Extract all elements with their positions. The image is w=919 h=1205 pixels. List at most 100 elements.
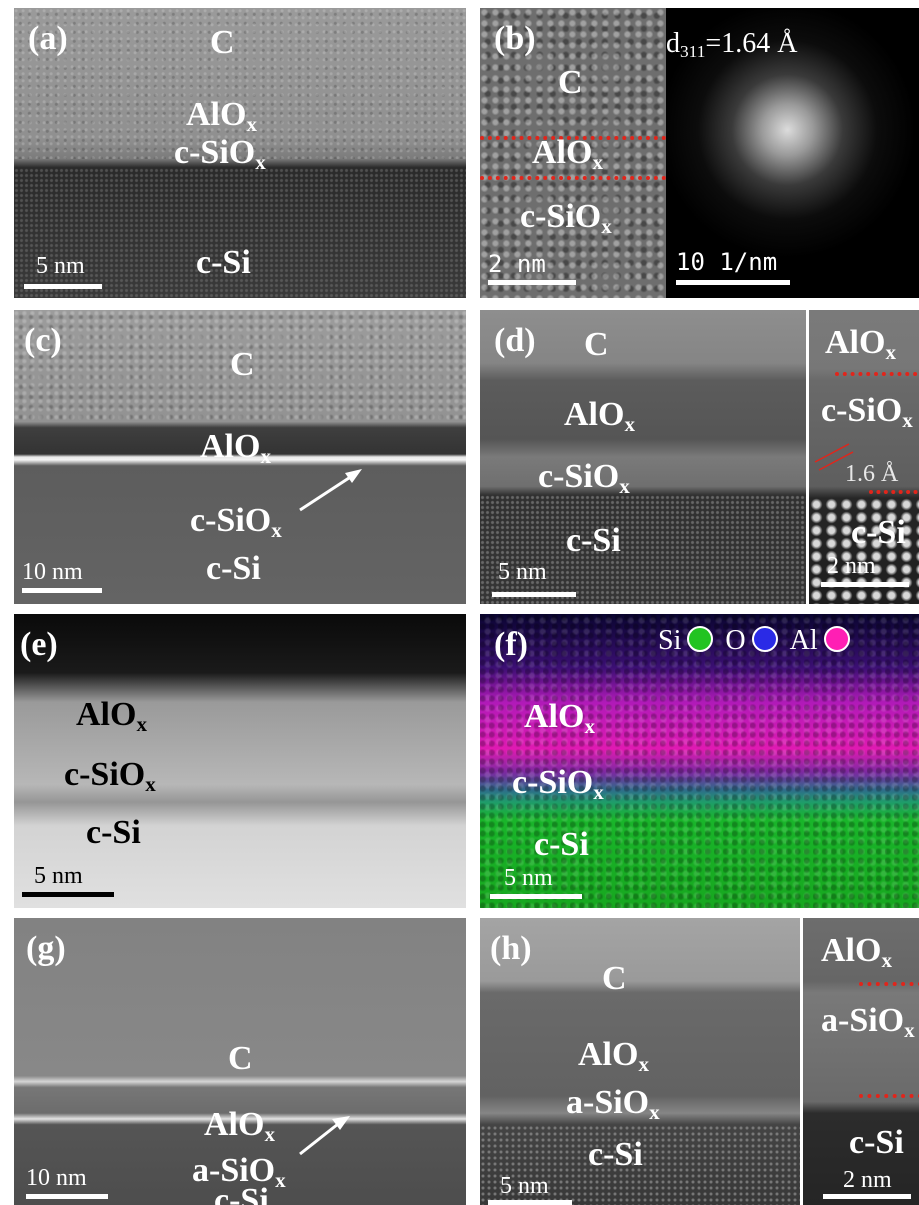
panel-b-layer-alox: AlOx	[532, 134, 603, 174]
panel-e-tag: (e)	[20, 626, 58, 663]
panel-h-inset-layer-alox: AlOx	[821, 932, 892, 972]
panel-h-inset-interface-lower	[859, 1094, 919, 1098]
panel-d-layer-c: C	[584, 326, 609, 363]
panel-f-noise	[480, 614, 919, 908]
panel-f-scale-bar	[490, 894, 582, 899]
panel-a-layer-c: C	[210, 24, 235, 61]
panel-b-d-spacing: d311=1.64 Å	[666, 28, 798, 61]
panel-g-layer-alox: AlOx	[204, 1106, 275, 1146]
panel-c: (c) C AlOx c-SiOx c-Si 10 nm	[14, 310, 466, 604]
panel-a-scale-bar	[24, 284, 102, 289]
legend-al-label: Al	[789, 625, 818, 656]
panel-d-inset-scale-label: 2 nm	[827, 553, 876, 579]
panel-h-layer-alox: AlOx	[578, 1036, 649, 1076]
panel-d-inset-interface-upper	[835, 372, 919, 376]
panel-a: (a) C AlOx c-SiOx c-Si 5 nm	[14, 8, 466, 298]
panel-d-layer-csiox: c-SiOx	[538, 458, 630, 498]
panel-b-scale-right-bar	[676, 280, 790, 285]
panel-d-inset-layer-csiox: c-SiOx	[821, 392, 913, 432]
panel-d-inset-scale-bar	[821, 582, 909, 587]
panel-g-layer-csi: c-Si	[214, 1182, 269, 1205]
panel-b-interface-upper	[480, 136, 666, 140]
panel-e-layer-csiox: c-SiOx	[64, 756, 156, 796]
legend-si-swatch	[687, 626, 714, 652]
panel-h-tag: (h)	[490, 930, 532, 967]
panel-b-tag: (b)	[494, 20, 536, 57]
panel-d-tag: (d)	[494, 322, 536, 359]
panel-e: (e) AlOx c-SiOx c-Si 5 nm	[14, 614, 466, 908]
panel-d-scale-label: 5 nm	[498, 559, 547, 585]
panel-h-inset-layer-asiox: a-SiOx	[821, 1002, 915, 1042]
panel-c-scale-label: 10 nm	[22, 559, 83, 585]
panel-g-arrow	[299, 1116, 350, 1156]
panel-c-arrow	[299, 469, 362, 512]
panel-h-inset-interface-upper	[859, 982, 919, 986]
panel-g-scale-label: 10 nm	[26, 1165, 87, 1191]
panel-d-inset-layer-csi: c-Si	[851, 514, 906, 551]
panel-h-inset-scale-bar	[823, 1194, 911, 1199]
panel-d-inset-lattice-lines	[814, 443, 854, 471]
panel-g-scale-bar	[26, 1194, 108, 1199]
panel-g-layer-c: C	[228, 1040, 253, 1077]
panel-b-interface-lower	[480, 176, 666, 180]
panel-d: (d) C AlOx c-SiOx c-Si 5 nm AlOx c-SiOx …	[480, 310, 919, 604]
panel-f: (f) Si O Al AlOx c-SiOx c-Si 5 nm	[480, 614, 919, 908]
panel-h-scale-label: 5 nm	[500, 1173, 549, 1199]
panel-h-layer-csi: c-Si	[588, 1136, 643, 1173]
panel-d-inset: AlOx c-SiOx 1.6 Å c-Si 2 nm	[806, 310, 919, 604]
panel-e-layer-csi: c-Si	[86, 814, 141, 851]
panel-f-tag: (f)	[494, 626, 528, 663]
panel-h-inset-scale-label: 2 nm	[843, 1167, 892, 1193]
panel-a-texture	[14, 8, 466, 159]
panel-c-layer-alox: AlOx	[200, 428, 271, 468]
legend-o-swatch	[751, 626, 778, 652]
panel-e-scale-bar	[22, 892, 114, 897]
panel-e-layer-alox: AlOx	[76, 696, 147, 736]
panel-b-layer-c: C	[558, 64, 583, 101]
panel-h-inset: AlOx a-SiOx c-Si 2 nm	[800, 918, 919, 1205]
panel-h-scale-bar	[488, 1200, 572, 1205]
panel-f-layer-alox: AlOx	[524, 698, 595, 738]
panel-a-layer-alox: AlOx	[186, 96, 257, 136]
panel-d-layer-alox: AlOx	[564, 396, 635, 436]
panel-g-layer-asiox: a-SiOx	[192, 1152, 286, 1192]
panel-h: (h) C AlOx a-SiOx c-Si 5 nm AlOx a-SiOx …	[480, 918, 919, 1205]
panel-h-inset-layer-csi: c-Si	[849, 1124, 904, 1161]
legend-si-label: Si	[658, 625, 682, 656]
panel-a-scale-label: 5 nm	[36, 253, 85, 279]
panel-e-scale-label: 5 nm	[34, 863, 83, 889]
panel-b-scale-left-label: 2 nm	[488, 250, 546, 278]
panel-d-lattice	[480, 495, 810, 604]
panel-f-legend: Si O Al	[658, 626, 862, 655]
panel-b-scale-left-bar	[488, 280, 576, 285]
panel-h-layer-asiox: a-SiOx	[566, 1084, 660, 1124]
panel-b-scale-right-label: 10 1/nm	[676, 248, 778, 276]
panel-a-layer-csiox: c-SiOx	[174, 134, 266, 174]
panel-d-layer-csi: c-Si	[566, 522, 621, 559]
panel-a-tag: (a)	[28, 20, 68, 57]
panel-a-lattice	[14, 167, 466, 298]
panel-g: (g) C AlOx a-SiOx c-Si 10 nm	[14, 918, 466, 1205]
panel-c-layer-csiox: c-SiOx	[190, 502, 282, 542]
panel-g-tag: (g)	[26, 930, 66, 967]
panel-f-layer-csi: c-Si	[534, 826, 589, 863]
legend-o-label: O	[725, 625, 746, 656]
panel-b-fft	[666, 8, 919, 298]
panel-d-scale-bar	[492, 592, 576, 597]
panel-c-tag: (c)	[24, 322, 62, 359]
panel-c-layer-csi: c-Si	[206, 550, 261, 587]
panel-d-inset-interface-lower	[869, 490, 919, 494]
panel-f-layer-csiox: c-SiOx	[512, 764, 604, 804]
panel-c-layer-c: C	[230, 346, 255, 383]
panel-d-inset-layer-alox: AlOx	[825, 324, 896, 364]
panel-c-texture	[14, 310, 466, 422]
panel-b: (b) C AlOx c-SiOx 2 nm d311=1.64 Å 10 1/…	[480, 8, 919, 298]
panel-h-layer-c: C	[602, 960, 627, 997]
panel-a-layer-csi: c-Si	[196, 244, 251, 281]
panel-b-hrtem	[480, 8, 666, 298]
panel-c-scale-bar	[22, 588, 102, 593]
panel-h-lattice	[480, 1124, 802, 1205]
panel-d-inset-spacing: 1.6 Å	[845, 461, 899, 487]
panel-f-scale-label: 5 nm	[504, 865, 553, 891]
legend-al-swatch	[823, 626, 850, 652]
